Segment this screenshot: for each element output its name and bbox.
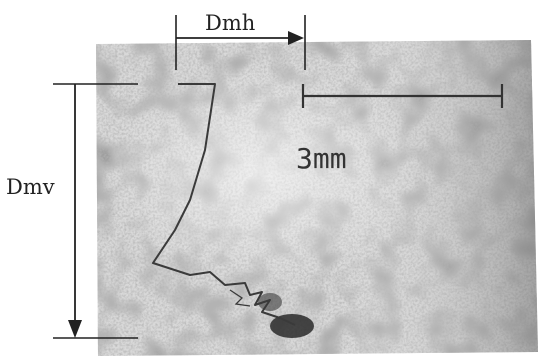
dmv-arrowhead	[68, 320, 82, 338]
horizontal-dimension: Dmh	[175, 11, 306, 70]
dmh-arrowhead	[288, 31, 304, 45]
vertical-dimension: Dmv	[6, 83, 138, 339]
crack-path	[152, 83, 296, 326]
scale-bar: 3mm	[296, 84, 504, 175]
scale-bar-label: 3mm	[296, 142, 347, 175]
dmv-label: Dmv	[6, 175, 55, 199]
sample-texture	[96, 40, 538, 356]
dmh-label: Dmh	[205, 11, 255, 35]
